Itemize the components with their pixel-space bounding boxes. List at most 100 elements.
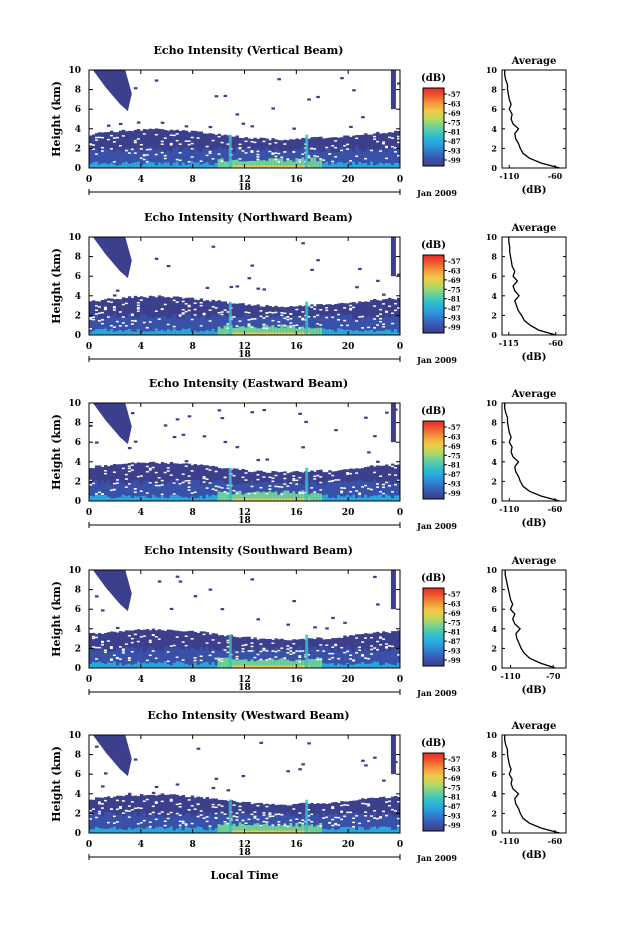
heatmap-cell xyxy=(145,649,150,666)
heatmap-cell xyxy=(376,300,380,335)
heatmap-cell xyxy=(268,332,272,335)
heatmap-cell xyxy=(199,827,204,833)
heatmap-gap xyxy=(397,824,400,827)
heatmap-gap xyxy=(325,306,329,309)
heatmap-cell xyxy=(313,826,317,833)
date-label: Jan 2009 xyxy=(416,688,457,698)
heatmap-cell xyxy=(199,131,204,168)
heatmap-cell xyxy=(169,165,174,168)
heatmap-gap xyxy=(208,320,215,322)
heatmap-cell xyxy=(319,159,323,168)
colorbar-tick-label: -75 xyxy=(448,783,461,792)
heatmap-cell xyxy=(262,646,266,666)
heatmap-cell xyxy=(301,326,305,335)
heatmap-gap xyxy=(322,817,326,819)
heatmap-cell xyxy=(136,161,141,168)
heatmap-gap xyxy=(145,798,149,801)
heatmap-cell xyxy=(316,95,320,99)
heatmap-cell xyxy=(112,826,117,833)
y-tick-label: 10 xyxy=(68,233,81,243)
heatmap-cell xyxy=(196,162,201,168)
heatmap-cell xyxy=(307,812,311,831)
heatmap-cell xyxy=(157,649,162,666)
heatmap-gap xyxy=(226,646,230,648)
heatmap-cell xyxy=(172,816,177,831)
heatmap-cell xyxy=(283,823,287,833)
heatmap-gap xyxy=(157,318,164,320)
heatmap-gap xyxy=(175,812,182,815)
heatmap-cell xyxy=(397,797,401,833)
heatmap-cell xyxy=(151,318,156,333)
heatmap-cell xyxy=(127,328,132,335)
heatmap-cell xyxy=(226,789,231,792)
day-label: 18 xyxy=(238,848,251,858)
heatmap-gap xyxy=(184,303,188,305)
x-tick-label: 4 xyxy=(138,840,144,850)
heatmap-cell xyxy=(385,826,389,833)
heatmap-cell xyxy=(307,319,311,333)
avg-x-tick-label: -60 xyxy=(548,171,563,181)
heatmap-streak xyxy=(228,634,232,668)
heatmap-cell xyxy=(127,313,132,333)
heatmap-gap xyxy=(355,472,359,474)
heatmap-gap xyxy=(331,652,335,655)
heatmap-cell xyxy=(103,465,108,501)
heatmap-gap xyxy=(352,486,356,488)
heatmap-cell xyxy=(289,665,293,668)
heatmap-gap xyxy=(265,650,269,652)
heatmap-cell xyxy=(295,332,299,335)
x-tick-label: 12 xyxy=(238,175,251,185)
heatmap-gap xyxy=(226,492,230,494)
heatmap-cell xyxy=(217,480,221,499)
heatmap-cell xyxy=(337,317,341,333)
date-label: Jan 2009 xyxy=(416,188,457,198)
heatmap-gap xyxy=(358,646,362,649)
colorbar-tick-label: -87 xyxy=(448,637,461,646)
heatmap-cell xyxy=(172,495,177,501)
heatmap-cell xyxy=(160,793,165,796)
heatmap-cell xyxy=(277,78,281,81)
avg-x-tick-label: -110 xyxy=(499,836,519,846)
heatmap-cell xyxy=(292,127,296,130)
colorbar-tick-label: -99 xyxy=(448,489,461,498)
heatmap-gap xyxy=(208,152,215,154)
heatmap-cell xyxy=(244,161,248,168)
heatmap-cell xyxy=(250,160,254,168)
heatmap-cell xyxy=(274,660,278,668)
heatmap-gap xyxy=(289,482,293,484)
heatmap-cell xyxy=(277,830,281,833)
y-axis-label: Height (km) xyxy=(50,581,63,657)
heatmap-cell xyxy=(364,764,368,767)
heatmap-cell xyxy=(154,328,159,335)
avg-y-tick-label: 0 xyxy=(491,330,497,340)
heatmap-gap xyxy=(130,801,137,803)
heatmap-cell xyxy=(292,815,296,831)
heatmap-gap xyxy=(148,654,155,657)
heatmap-cell xyxy=(388,495,392,501)
heatmap-cell xyxy=(247,493,251,501)
heatmap-cell xyxy=(379,465,383,501)
heatmap-cell xyxy=(283,327,287,335)
heatmap-cell xyxy=(142,129,147,168)
heatmap-cell xyxy=(103,148,108,166)
heatmap-gap xyxy=(277,161,281,163)
heatmap-gap xyxy=(130,464,134,466)
x-tick-label: 8 xyxy=(190,840,196,850)
heatmap-cell xyxy=(118,663,123,668)
heatmap-cell xyxy=(133,149,138,166)
heatmap-cell xyxy=(199,495,204,501)
heatmap-cell xyxy=(121,162,126,168)
heatmap-cell xyxy=(310,157,314,168)
heatmap-cell xyxy=(328,649,332,666)
heatmap-cell xyxy=(259,151,263,166)
heatmap-cell xyxy=(220,660,224,668)
heatmap-cell xyxy=(235,826,239,833)
heatmap-cell xyxy=(244,665,248,668)
heatmap-gap xyxy=(148,469,152,471)
heatmap-cell xyxy=(142,495,147,501)
heatmap-gap xyxy=(289,326,293,328)
heatmap-cell xyxy=(298,332,302,335)
heatmap-cell xyxy=(334,315,338,333)
heatmap-cell xyxy=(94,494,99,501)
average-xlabel: (dB) xyxy=(522,185,547,196)
